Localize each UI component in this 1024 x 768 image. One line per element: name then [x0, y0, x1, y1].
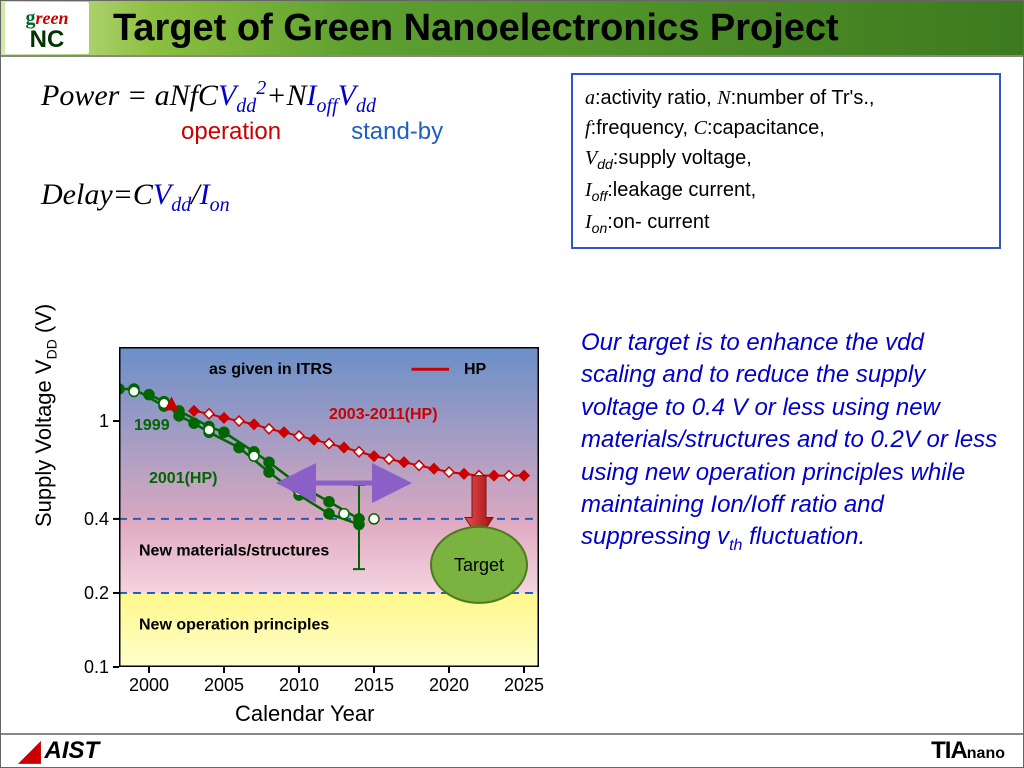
def-line-3: Vdd:supply voltage, — [585, 143, 987, 175]
ion: I — [200, 178, 210, 211]
aist-logo: ◢AIST — [19, 737, 99, 765]
label-operation: operation — [181, 118, 281, 146]
def-line-5: Ion:on- current — [585, 207, 987, 239]
ioff-sub: off — [317, 95, 338, 117]
svg-text:2010: 2010 — [279, 675, 319, 695]
svg-text:0.1: 0.1 — [84, 657, 109, 677]
svg-text:0.4: 0.4 — [84, 509, 109, 529]
vdd-sub: dd — [236, 95, 256, 117]
logo-nc: NC — [30, 30, 65, 49]
vdd: V — [218, 79, 236, 112]
delay-vdd: V — [153, 178, 171, 211]
delay-div: / — [191, 178, 199, 211]
delay-prefix: Delay=C — [41, 178, 153, 211]
svg-text:2020: 2020 — [429, 675, 469, 695]
power-prefix: Power = aNfC — [41, 79, 218, 112]
vdd2: V — [338, 79, 356, 112]
page-title: Target of Green Nanoelectronics Project — [113, 7, 839, 50]
svg-text:1: 1 — [99, 411, 109, 431]
ion-sub: on — [210, 194, 230, 216]
definitions-box: a:activity ratio, N:number of Tr's., f:f… — [571, 73, 1001, 249]
label-standby: stand-by — [351, 118, 443, 146]
def-line-1: a:activity ratio, N:number of Tr's., — [585, 83, 987, 113]
logo-reen: reen — [36, 8, 69, 28]
svg-text:2000: 2000 — [129, 675, 169, 695]
x-axis-label: Calendar Year — [235, 701, 374, 727]
svg-text:2025: 2025 — [504, 675, 544, 695]
ioff: I — [307, 79, 317, 112]
footer: ◢AIST TIAnano — [1, 733, 1023, 767]
target-paragraph: Our target is to enhance the vdd scaling… — [581, 327, 1001, 557]
def-line-2: f:frequency, C:capacitance, — [585, 113, 987, 143]
vdd2-sub: dd — [356, 95, 376, 117]
content-area: Power = aNfCVdd2+NIoffVdd operation stan… — [1, 57, 1023, 735]
svg-text:2005: 2005 — [204, 675, 244, 695]
vdd-scaling-chart: Supply Voltage VDD (V) New materials/str… — [45, 327, 565, 727]
aist-swoosh-icon: ◢ — [19, 743, 41, 760]
plus-nioff: +N — [266, 79, 306, 112]
svg-text:0.2: 0.2 — [84, 583, 109, 603]
vdd-sup: 2 — [256, 77, 266, 99]
def-line-4: Ioff:leakage current, — [585, 175, 987, 207]
tia-nano-logo: TIAnano — [931, 737, 1005, 765]
svg-text:2015: 2015 — [354, 675, 394, 695]
title-bar: green NC Target of Green Nanoelectronics… — [1, 1, 1023, 57]
ticks-svg: 2000 2005 2010 2015 2020 2025 0.1 0.2 0.4 1 — [45, 327, 565, 727]
green-nc-logo: green NC — [5, 2, 89, 54]
delay-vdd-sub: dd — [171, 194, 191, 216]
